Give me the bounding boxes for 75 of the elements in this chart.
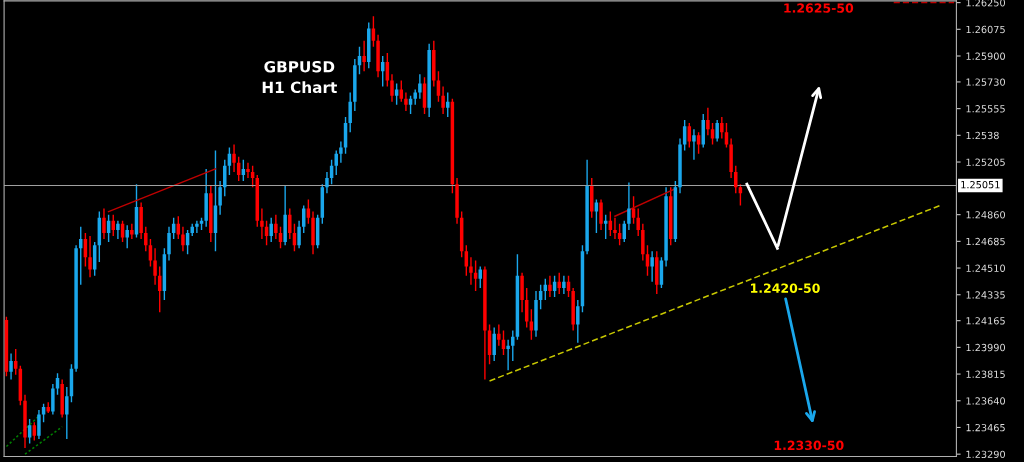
candlestick [288,207,292,240]
candlestick [599,198,603,231]
candlestick [144,226,148,252]
candlestick [246,162,250,179]
candlestick [576,299,580,344]
candlestick [65,386,69,440]
y-tick-label: 1.25730 [966,78,1005,86]
y-tick-label: 1.25205 [966,158,1005,166]
candlestick [715,119,719,143]
annotation: 1.2625-50 [784,3,854,13]
candlestick [529,308,534,341]
candlestick [153,247,157,286]
candlestick [390,73,394,103]
candlestick [557,271,561,295]
candlestick [436,70,441,103]
candlestick [464,244,469,277]
candlestick [102,207,106,240]
candlestick [9,352,13,381]
candlestick [497,323,501,347]
candlestick [116,220,120,240]
y-tick-label: 1.23640 [966,397,1005,405]
candlestick [594,198,599,234]
y-tick-label: 1.25555 [966,105,1005,113]
candlestick [325,171,329,194]
y-tick-label: 1.24165 [966,317,1005,325]
y-tick-label: 1.23465 [966,423,1005,432]
candlestick [232,143,236,173]
y-tick-label: 1.24685 [966,237,1005,246]
candlestick [613,217,617,240]
candlestick [181,226,185,252]
candlestick [418,73,422,100]
candlestick [720,116,724,140]
y-tick-label: 1.2538 [966,131,999,140]
ref-line-label: 1.25051 [961,180,1000,189]
candlestick [441,85,445,115]
candlestick [362,40,366,72]
candlestick [218,180,222,216]
candlestick [297,220,301,249]
y-tick-label: 1.25900 [966,52,1005,60]
candlestick [125,224,129,249]
y-tick-label: 1.24860 [966,211,1005,219]
candlestick [492,326,496,362]
candlestick [339,140,343,164]
candlestick [260,207,264,240]
y-tick-label: 1.24510 [966,264,1005,272]
candlestick [269,217,273,243]
y-tick-label: 1.23990 [966,343,1005,352]
annotation: 1.2330-50 [774,440,844,451]
candlestick [274,213,278,240]
candlestick [562,274,566,295]
candlestick [511,329,515,362]
candlestick [88,235,92,278]
annotation: 1.2420-50 [751,283,820,293]
candlestick [706,107,710,137]
candlestick [348,91,352,133]
text: GBPUSD H1 Chart [262,60,337,94]
candlestick [195,220,199,234]
y-tick-label: 1.23290 [966,450,1005,458]
candlestick [37,409,41,440]
candlestick [51,383,55,416]
y-tick-label: 1.24335 [966,291,1005,299]
candlestick [130,223,134,240]
y-tick-label: 1.23815 [966,370,1005,378]
candlestick [692,128,696,161]
candlestick [167,226,171,262]
candlestick [469,256,473,286]
y-tick-label: 1.26075 [966,25,1005,34]
candlestick [650,250,654,283]
candlestick [404,91,408,112]
candlestick [548,274,552,298]
candlestick [627,181,631,231]
candlestick [645,244,650,277]
y-tick-label: 1.26250 [966,0,1005,7]
candlestick [506,339,510,371]
candlestick [636,207,640,237]
